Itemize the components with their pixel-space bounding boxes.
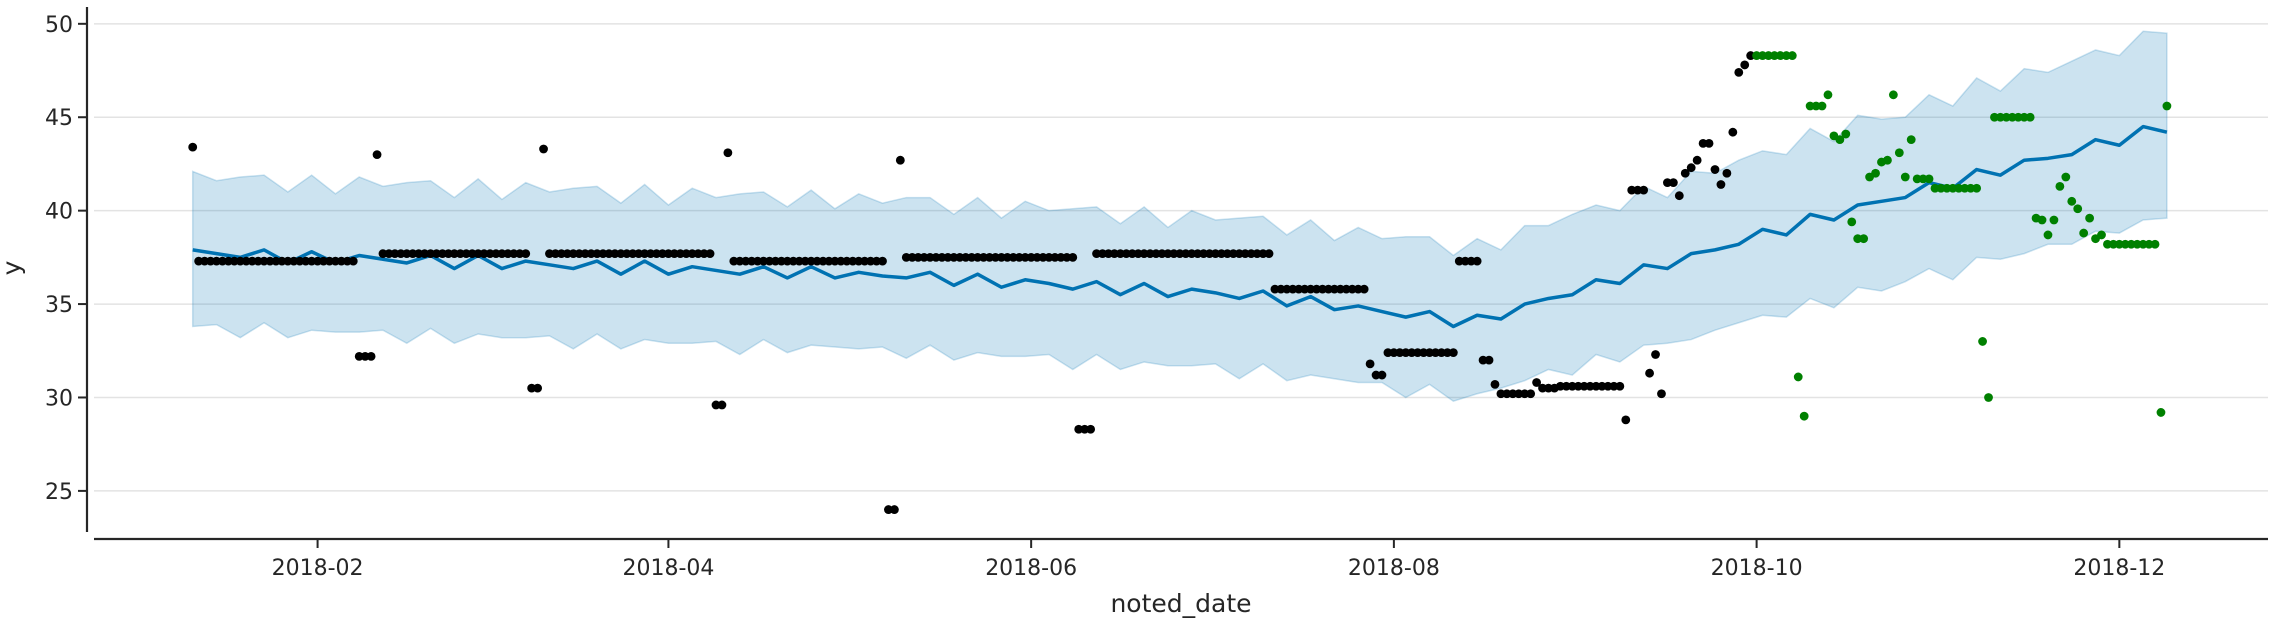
data-point bbox=[1883, 155, 1892, 165]
data-point bbox=[1657, 389, 1666, 399]
data-point bbox=[1799, 411, 1809, 421]
data-point bbox=[372, 150, 382, 159]
data-point bbox=[1448, 348, 1458, 358]
data-point bbox=[1888, 90, 1898, 100]
data-point bbox=[1835, 135, 1845, 145]
data-point bbox=[1906, 135, 1916, 145]
data-point bbox=[1264, 249, 1274, 259]
data-point bbox=[723, 148, 733, 158]
data-point bbox=[348, 256, 358, 266]
plot-area bbox=[188, 30, 2172, 514]
data-point bbox=[895, 155, 905, 165]
x-axis-label: noted_date bbox=[1110, 589, 1251, 618]
data-point bbox=[1490, 380, 1500, 389]
data-point bbox=[1365, 359, 1375, 369]
data-point bbox=[1817, 101, 1827, 111]
data-point bbox=[1686, 163, 1696, 173]
data-point bbox=[1859, 234, 1869, 244]
data-point bbox=[2025, 112, 2035, 122]
data-point bbox=[2043, 230, 2053, 240]
data-point bbox=[2079, 228, 2089, 238]
data-point bbox=[1734, 67, 1744, 77]
data-point bbox=[2162, 101, 2172, 111]
data-point bbox=[1692, 155, 1702, 165]
data-point bbox=[1526, 389, 1536, 399]
data-point bbox=[1984, 393, 1993, 402]
data-point bbox=[1847, 217, 1857, 227]
data-point bbox=[2150, 239, 2160, 249]
data-point bbox=[1924, 174, 1934, 184]
data-point bbox=[1680, 168, 1690, 178]
forecast-line bbox=[192, 124, 2168, 329]
data-point bbox=[1978, 337, 1987, 346]
x-tick-label: 2018-06 bbox=[985, 556, 1077, 581]
data-point bbox=[2067, 196, 2077, 206]
axes: 25 30 35 40 45 50 2018-02 2018-04 2018-06 2018-08… bbox=[45, 7, 2268, 581]
data-point bbox=[1484, 355, 1494, 365]
uncertainty-band bbox=[191, 30, 2168, 403]
data-point bbox=[539, 144, 548, 154]
data-point bbox=[1716, 180, 1726, 189]
data-point bbox=[705, 249, 715, 259]
data-point bbox=[2055, 181, 2065, 191]
data-point bbox=[1645, 368, 1654, 378]
y-tick-label: 40 bbox=[45, 200, 73, 225]
data-point bbox=[889, 505, 899, 514]
data-point bbox=[2061, 172, 2071, 182]
data-point bbox=[1674, 191, 1684, 201]
data-point bbox=[1823, 90, 1833, 100]
data-point bbox=[1639, 185, 1649, 195]
data-point bbox=[1532, 378, 1541, 387]
data-point bbox=[2156, 408, 2166, 417]
data-point bbox=[1615, 381, 1625, 391]
y-tick-label: 30 bbox=[45, 386, 73, 411]
x-tick-label: 2018-02 bbox=[272, 556, 364, 581]
data-point bbox=[1704, 138, 1714, 148]
data-point bbox=[1710, 165, 1720, 174]
data-point bbox=[1972, 183, 1982, 193]
data-point bbox=[366, 351, 376, 361]
data-point bbox=[1793, 372, 1803, 382]
data-point bbox=[1668, 178, 1678, 188]
data-point bbox=[1651, 350, 1660, 359]
data-point bbox=[2049, 215, 2059, 225]
data-point bbox=[1621, 415, 1631, 425]
x-tick-label: 2018-04 bbox=[622, 556, 714, 581]
data-point bbox=[1359, 284, 1369, 294]
data-point bbox=[533, 383, 543, 393]
data-point bbox=[2037, 215, 2047, 225]
data-point bbox=[2097, 230, 2106, 240]
x-tick-label: 2018-12 bbox=[2073, 556, 2165, 581]
data-point bbox=[2085, 213, 2095, 223]
data-point bbox=[188, 142, 198, 152]
x-tick-label: 2018-10 bbox=[1711, 556, 1803, 581]
data-point bbox=[2073, 204, 2083, 214]
y-tick-label: 25 bbox=[45, 480, 73, 505]
data-point bbox=[1472, 256, 1482, 266]
data-point bbox=[1871, 168, 1880, 178]
data-point bbox=[1787, 51, 1797, 60]
y-axis-label: y bbox=[0, 260, 26, 275]
x-tick-label: 2018-08 bbox=[1348, 556, 1440, 581]
data-point bbox=[1894, 148, 1904, 158]
data-point bbox=[717, 400, 727, 410]
data-point bbox=[1728, 127, 1738, 137]
y-tick-label: 35 bbox=[45, 293, 73, 318]
data-point bbox=[1377, 370, 1387, 380]
data-point bbox=[1740, 60, 1750, 70]
data-point bbox=[1900, 172, 1910, 182]
data-point bbox=[1841, 129, 1851, 139]
grid bbox=[94, 23, 2268, 492]
data-point bbox=[1086, 424, 1096, 434]
data-point bbox=[1068, 252, 1078, 262]
y-tick-label: 45 bbox=[45, 106, 73, 131]
data-point bbox=[878, 256, 887, 266]
data-point bbox=[1722, 168, 1732, 178]
y-tick-label: 50 bbox=[45, 13, 73, 38]
data-point bbox=[521, 249, 531, 259]
